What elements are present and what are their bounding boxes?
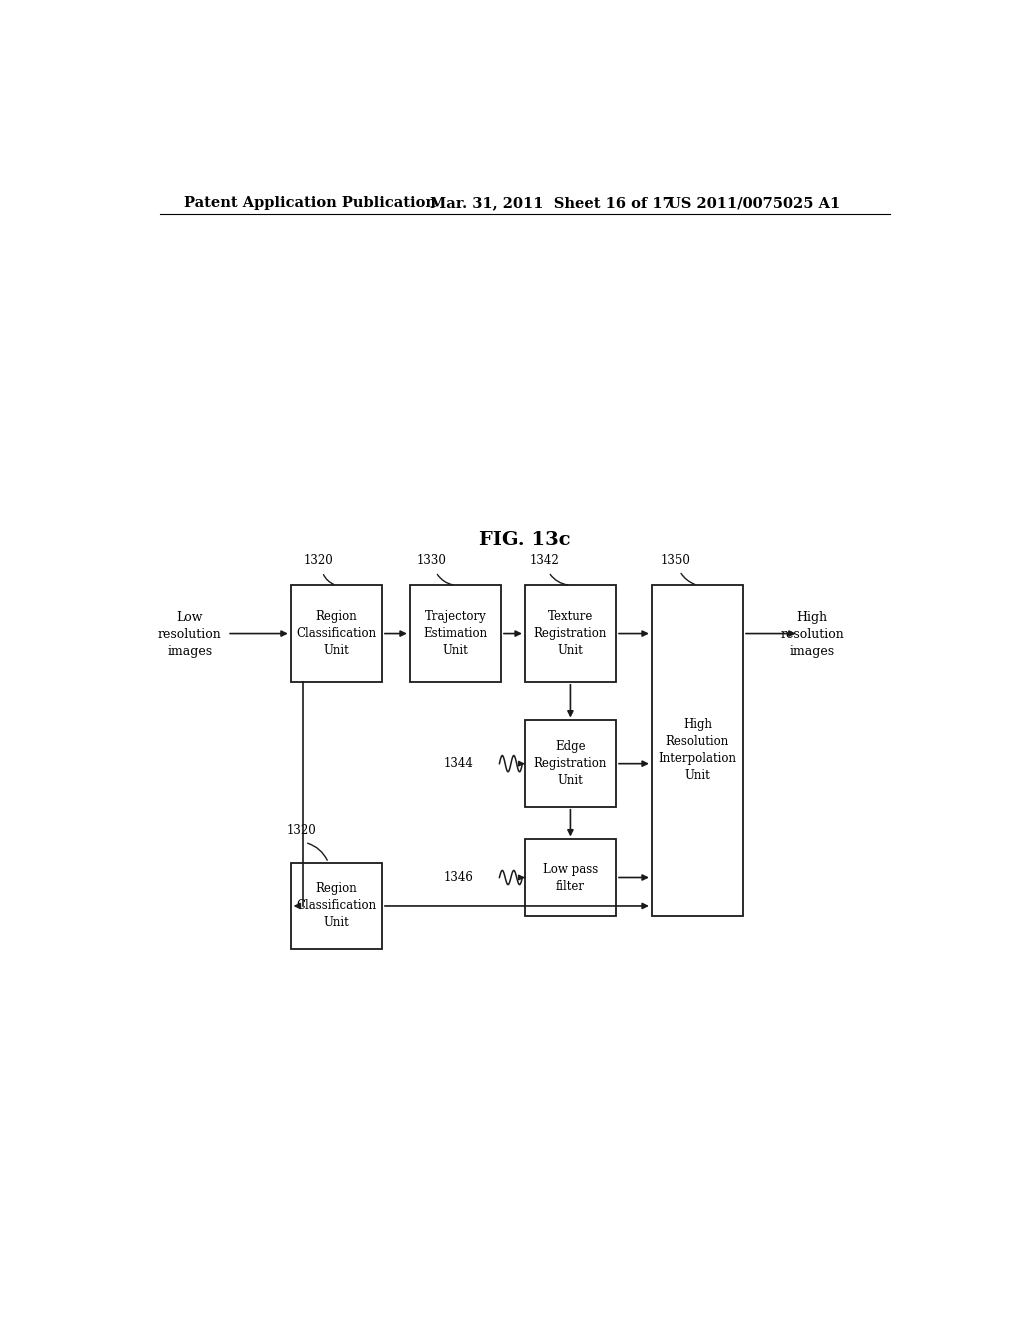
Text: Low
resolution
images: Low resolution images [158, 611, 222, 657]
Text: Region
Classification
Unit: Region Classification Unit [296, 883, 377, 929]
Bar [652, 585, 743, 916]
Bar [291, 585, 382, 682]
Text: Low pass
filter: Low pass filter [543, 862, 598, 892]
Text: Texture
Registration
Unit: Texture Registration Unit [534, 610, 607, 657]
Text: 1342: 1342 [529, 554, 559, 568]
Text: Trajectory
Estimation
Unit: Trajectory Estimation Unit [423, 610, 487, 657]
Bar [524, 840, 616, 916]
Bar [291, 863, 382, 949]
Text: US 2011/0075025 A1: US 2011/0075025 A1 [668, 197, 840, 210]
Bar [524, 721, 616, 807]
Text: FIG. 13c: FIG. 13c [479, 531, 570, 549]
Text: 1330: 1330 [417, 554, 446, 568]
Text: High
resolution
images: High resolution images [780, 611, 844, 657]
Bar [524, 585, 616, 682]
Text: 1320: 1320 [303, 554, 334, 568]
Text: Region
Classification
Unit: Region Classification Unit [296, 610, 377, 657]
Text: 1320: 1320 [286, 825, 315, 837]
Text: 1350: 1350 [660, 554, 690, 568]
Text: Mar. 31, 2011  Sheet 16 of 17: Mar. 31, 2011 Sheet 16 of 17 [430, 197, 673, 210]
Text: Patent Application Publication: Patent Application Publication [183, 197, 435, 210]
Text: 1346: 1346 [443, 871, 473, 884]
Text: Edge
Registration
Unit: Edge Registration Unit [534, 741, 607, 787]
Text: High
Resolution
Interpolation
Unit: High Resolution Interpolation Unit [658, 718, 736, 783]
Text: 1344: 1344 [443, 758, 473, 770]
Bar [410, 585, 501, 682]
